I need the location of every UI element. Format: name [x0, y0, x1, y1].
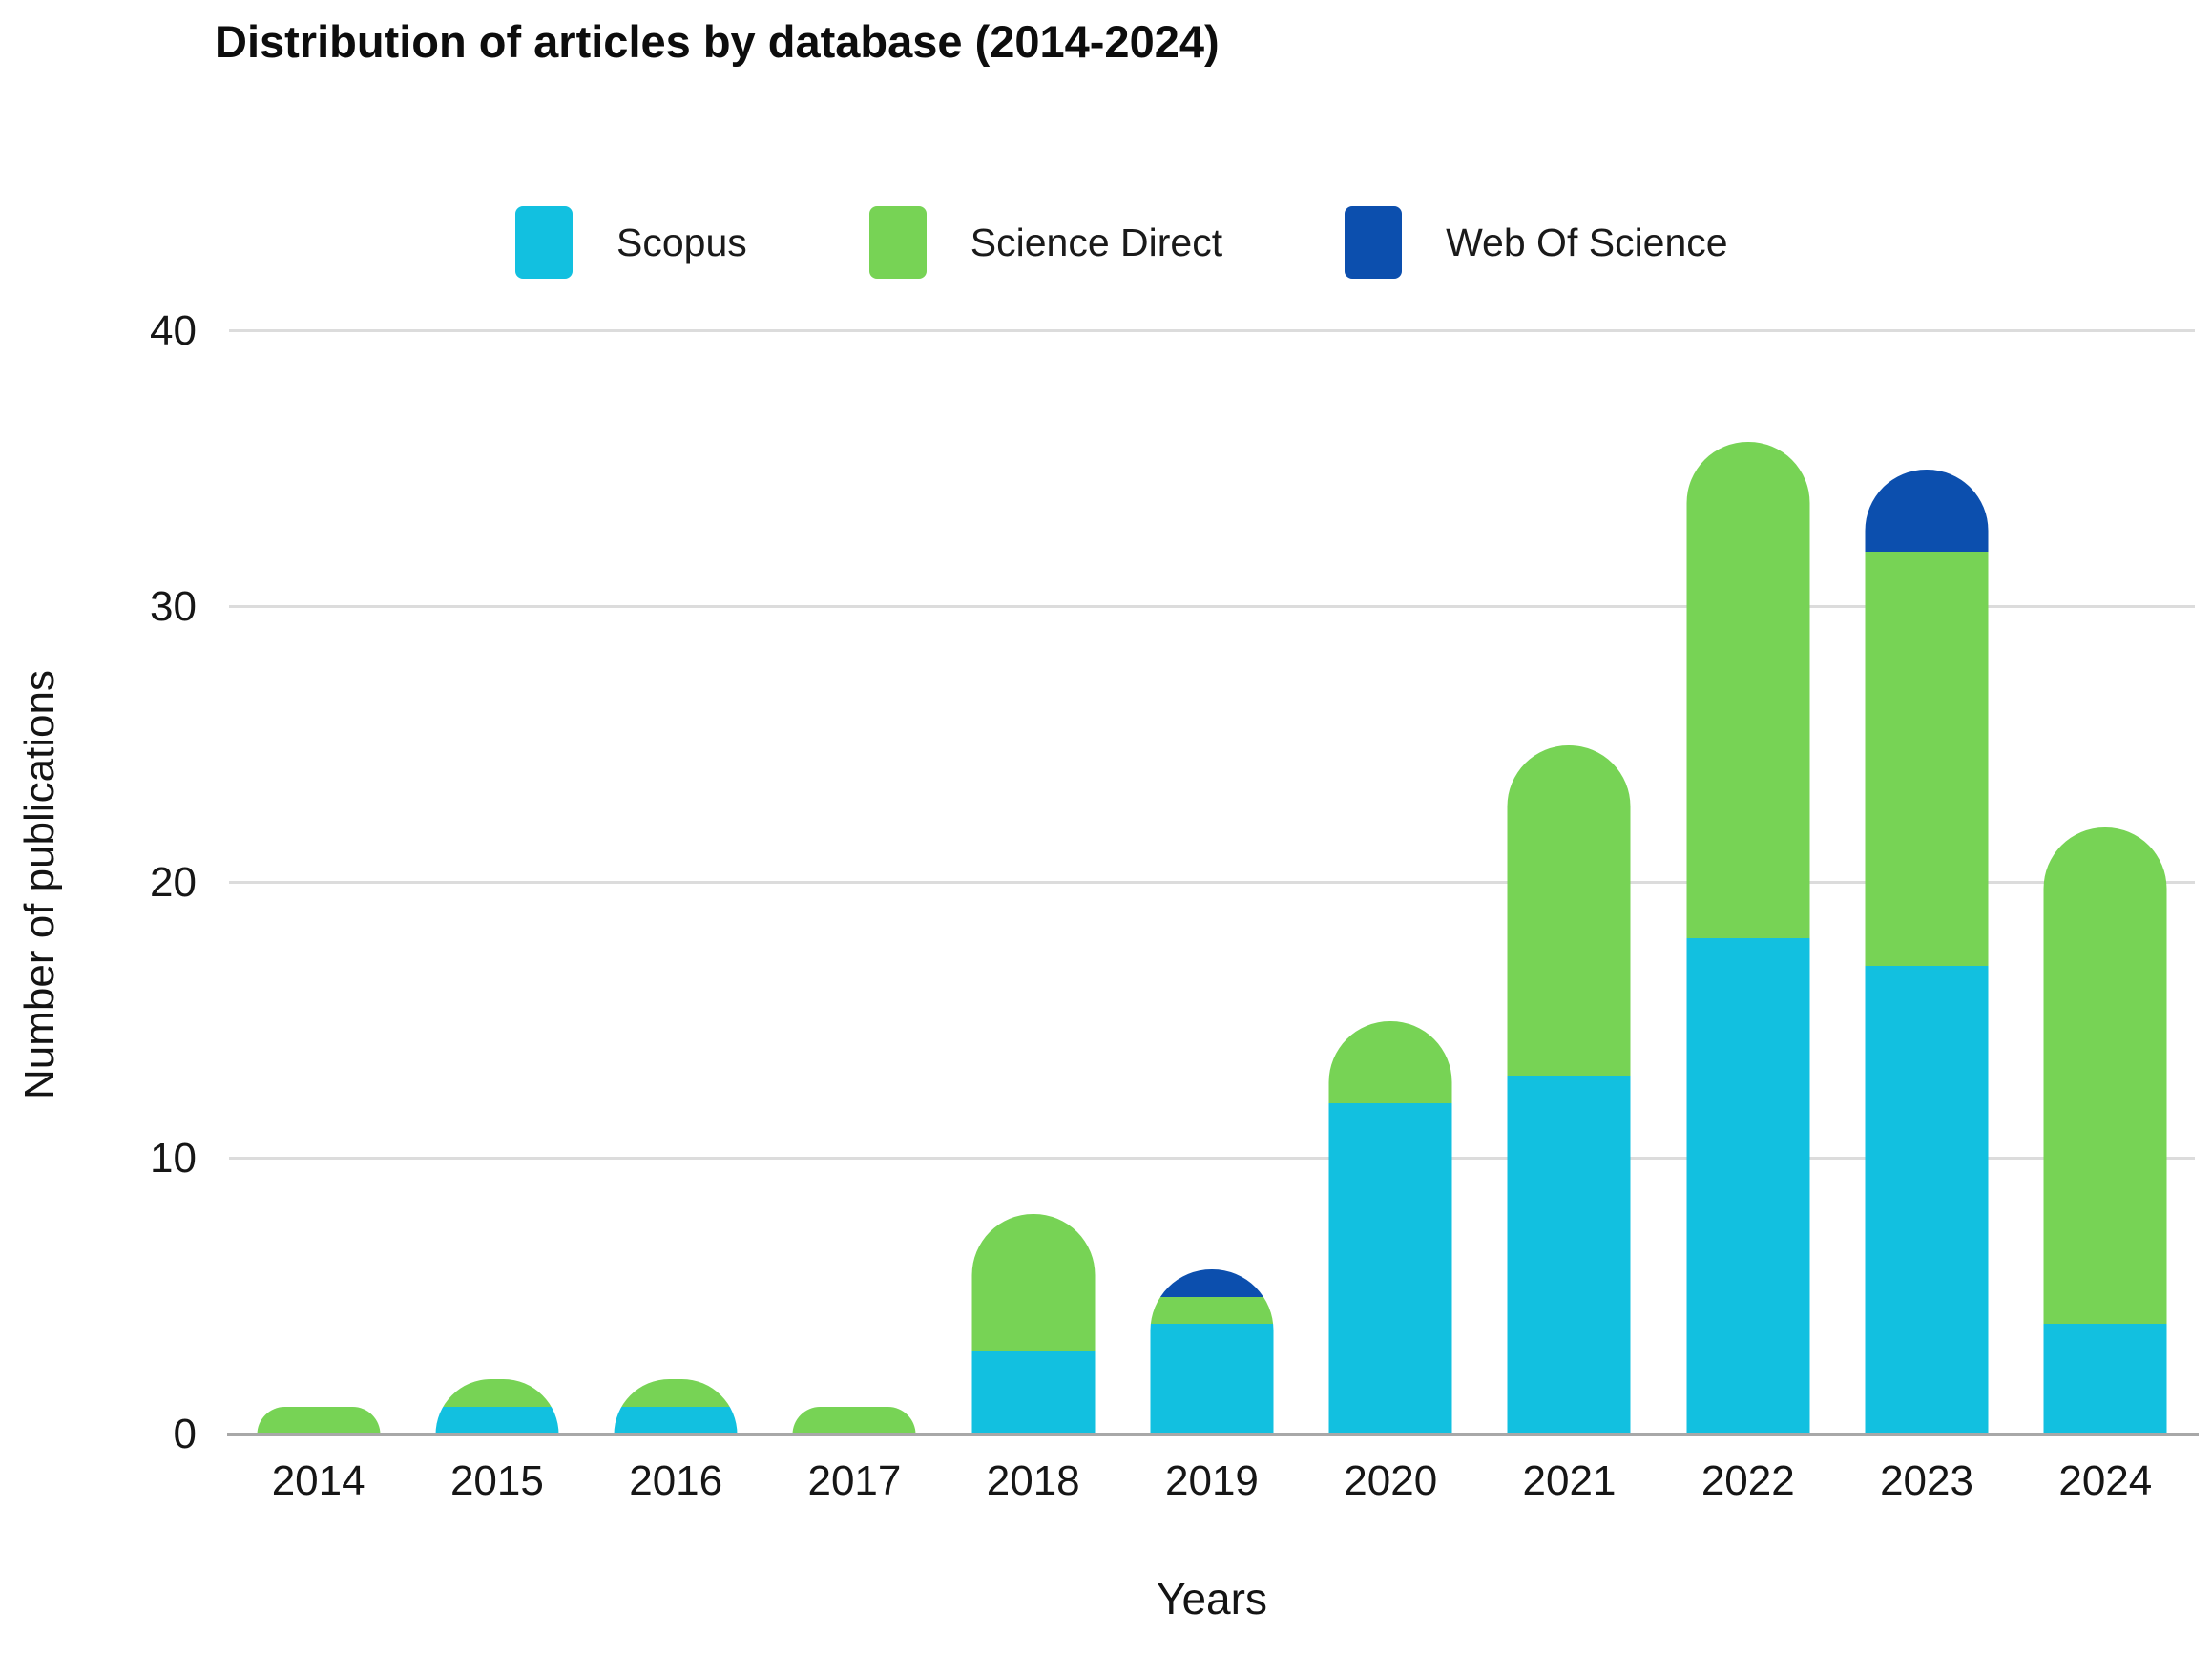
bar-segment-science-direct	[1686, 441, 1810, 938]
bar-2022	[1686, 441, 1810, 1434]
bar-segment-science-direct	[1507, 744, 1631, 1077]
legend-item-1: Science Direct	[868, 206, 1223, 279]
bar-segment-science-direct	[1865, 552, 1989, 966]
bar-slot-2018: 2018	[944, 331, 1122, 1504]
bar-segment-science-direct	[971, 1213, 1096, 1352]
bar-segment-scopus	[1507, 1076, 1631, 1434]
bar-segment-science-direct	[257, 1407, 381, 1434]
bar-slot-2023: 2023	[1837, 331, 2015, 1504]
bar-segment-scopus	[2043, 1324, 2167, 1434]
bar-segment-science-direct	[1328, 1020, 1452, 1104]
bar-segment-scopus	[971, 1351, 1096, 1434]
x-tick-label: 2014	[271, 1457, 365, 1504]
y-axis-ticks: 0 10 20 30 40	[0, 307, 202, 1457]
y-tick-label: 40	[150, 307, 197, 354]
legend: Scopus Science Direct Web Of Science	[515, 206, 1728, 279]
x-tick-label: 2023	[1880, 1457, 1973, 1504]
y-tick-label: 30	[150, 583, 197, 630]
bar-segment-scopus	[435, 1407, 559, 1434]
bar-slot-2021: 2021	[1480, 331, 1659, 1504]
plot-area: 2014 2015 2016 2017 2018 2019 2020 2021 2022 2023…	[229, 329, 2195, 1504]
legend-item-0: Scopus	[515, 206, 747, 279]
x-tick-label: 2020	[1344, 1457, 1438, 1504]
bar-segment-web-of-science	[1865, 469, 1989, 553]
x-tick-label: 2024	[2058, 1457, 2153, 1504]
bar-2024	[2043, 827, 2167, 1434]
x-tick-label: 2018	[986, 1457, 1080, 1504]
bar-2017	[792, 1407, 916, 1434]
bar-segment-science-direct	[435, 1379, 559, 1408]
x-axis-line	[227, 1433, 2199, 1436]
bar-segment-science-direct	[1150, 1296, 1274, 1325]
x-tick-label: 2017	[807, 1457, 902, 1504]
legend-swatch-icon	[515, 206, 573, 279]
x-tick-label: 2019	[1165, 1457, 1259, 1504]
bar-slot-2014: 2014	[229, 331, 407, 1504]
bar-segment-science-direct	[614, 1379, 738, 1408]
bar-2019	[1150, 1268, 1274, 1434]
x-tick-label: 2016	[629, 1457, 723, 1504]
bar-2020	[1328, 1020, 1452, 1435]
bar-2014	[257, 1407, 381, 1434]
bar-segment-scopus	[1686, 937, 1810, 1434]
legend-swatch-icon	[868, 206, 927, 279]
x-axis-title: Years	[1157, 1574, 1267, 1623]
gridline	[229, 605, 2195, 608]
bar-2023	[1865, 469, 1989, 1435]
bar-slot-2016: 2016	[587, 331, 765, 1504]
gridline	[229, 1157, 2195, 1160]
legend-item-2: Web Of Science	[1345, 206, 1728, 279]
bar-slot-2020: 2020	[1302, 331, 1480, 1504]
bar-segment-scopus	[1150, 1324, 1274, 1434]
y-tick-label: 20	[150, 859, 197, 906]
x-tick-label: 2015	[449, 1457, 544, 1504]
gridline	[229, 329, 2195, 332]
bar-segment-scopus	[614, 1407, 738, 1434]
bar-2021	[1507, 744, 1631, 1435]
chart-title: Distribution of articles by database (20…	[215, 16, 1220, 67]
legend-swatch-icon	[1345, 206, 1403, 279]
bar-2015	[435, 1379, 559, 1434]
y-tick-label: 10	[150, 1135, 197, 1182]
bars-container: 2014 2015 2016 2017 2018 2019 2020 2021 2022 2023…	[229, 331, 2195, 1504]
bar-slot-2022: 2022	[1659, 331, 1837, 1504]
gridline	[229, 881, 2195, 884]
bar-segment-science-direct	[792, 1407, 916, 1434]
bar-segment-scopus	[1328, 1103, 1452, 1434]
y-tick-label: 0	[173, 1411, 197, 1457]
x-tick-label: 2022	[1701, 1457, 1795, 1504]
legend-label: Web Of Science	[1446, 220, 1728, 264]
bar-slot-2024: 2024	[2016, 331, 2195, 1504]
bar-slot-2015: 2015	[407, 331, 586, 1504]
bar-2016	[614, 1379, 738, 1434]
bar-2018	[971, 1213, 1096, 1434]
legend-label: Science Direct	[970, 220, 1223, 264]
bar-segment-science-direct	[2043, 827, 2167, 1325]
bar-segment-web-of-science	[1150, 1268, 1274, 1297]
legend-label: Scopus	[616, 220, 747, 264]
x-tick-label: 2021	[1522, 1457, 1617, 1504]
bar-slot-2019: 2019	[1122, 331, 1301, 1504]
bar-segment-scopus	[1865, 965, 1989, 1434]
bar-slot-2017: 2017	[765, 331, 944, 1504]
